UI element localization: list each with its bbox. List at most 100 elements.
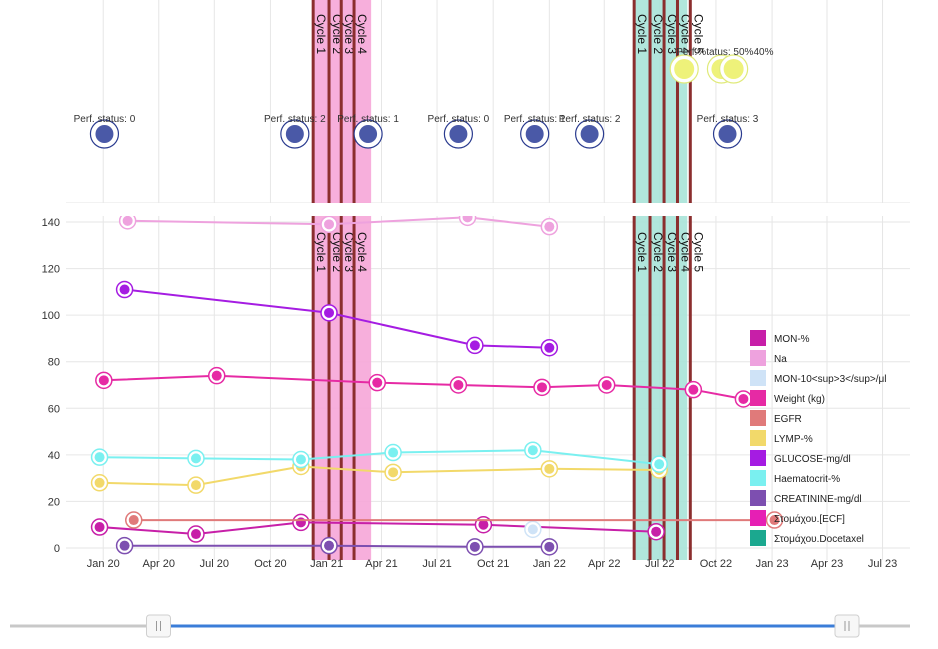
data-point xyxy=(128,515,139,526)
x-tick-label: Jan 20 xyxy=(87,558,120,570)
perf-status-point xyxy=(449,125,468,143)
cycle-label-top: Cycle 5 xyxy=(691,14,705,54)
x-tick-label: Apr 23 xyxy=(811,558,843,570)
legend-label: Στομάχου.[ECF] xyxy=(774,513,845,525)
data-point xyxy=(738,393,749,404)
data-point xyxy=(544,541,555,552)
y-tick-label: 20 xyxy=(48,496,60,508)
legend-swatch xyxy=(750,450,766,466)
data-point xyxy=(295,454,306,465)
series-line xyxy=(103,374,744,400)
perf-status-point xyxy=(359,125,378,143)
data-point xyxy=(453,380,464,390)
series-line xyxy=(99,465,660,487)
data-point xyxy=(469,340,480,351)
x-tick-label: Apr 20 xyxy=(143,558,175,570)
y-tick-label: 140 xyxy=(42,217,60,229)
data-point xyxy=(190,529,201,540)
legend-label: Στομάχου.Docetaxel xyxy=(774,533,864,545)
y-tick-label: 80 xyxy=(48,357,60,369)
legend: MON-% Na MON-10<sup>3</sup>/μl Weight (kg) E… xyxy=(750,330,887,546)
slider-handle[interactable] xyxy=(834,614,860,638)
data-point xyxy=(544,342,555,353)
legend-swatch xyxy=(750,370,766,386)
data-point xyxy=(122,216,133,226)
legend-swatch xyxy=(750,530,766,546)
data-point xyxy=(94,477,105,488)
x-tick-label: Oct 21 xyxy=(477,558,509,570)
x-tick-label: Jan 23 xyxy=(756,558,789,570)
x-tick-label: Jul 23 xyxy=(868,558,897,570)
x-tick-label: Jan 22 xyxy=(533,558,566,570)
legend-label: GLUCOSE-mg/dl xyxy=(774,454,851,465)
legend-label: Na xyxy=(774,354,787,365)
data-point xyxy=(324,540,335,551)
x-tick-label: Oct 22 xyxy=(700,558,732,570)
legend-label: CREATININE-mg/dl xyxy=(774,494,862,505)
treatment-bands xyxy=(313,0,688,560)
perf-status-point xyxy=(285,125,304,143)
data-point xyxy=(119,540,130,551)
data-point xyxy=(527,445,538,456)
legend-label: Weight (kg) xyxy=(774,394,825,405)
data-point xyxy=(372,377,383,388)
perf-status-point xyxy=(580,125,599,143)
data-point xyxy=(324,307,335,318)
legend-swatch xyxy=(750,410,766,426)
legend-label: MON-10<sup>3</sup>/μl xyxy=(774,374,887,385)
x-tick-label: Apr 22 xyxy=(588,558,620,570)
cycle-label-main: Cycle 3 xyxy=(665,232,679,272)
x-tick-label: Oct 20 xyxy=(254,558,286,570)
legend-label: LYMP-% xyxy=(774,434,813,445)
x-tick-label: Apr 21 xyxy=(365,558,397,570)
legend-swatch xyxy=(750,390,766,406)
x-tick-label: Jan 21 xyxy=(310,558,343,570)
data-point xyxy=(544,221,555,232)
perf-percent-label: Perf.%tatus: 50%40% xyxy=(676,47,773,58)
legend-swatch xyxy=(750,330,766,346)
perf-status-point xyxy=(525,125,544,143)
cycle-label-top: Cycle 4 xyxy=(355,14,369,54)
data-point xyxy=(211,370,222,381)
data-point xyxy=(388,467,399,478)
cycle-label-top: Cycle 1 xyxy=(314,14,328,54)
data-point xyxy=(388,447,399,458)
cycle-label-top: Cycle 2 xyxy=(651,14,665,54)
slider-handle[interactable] xyxy=(146,614,171,638)
series-line xyxy=(99,521,657,536)
legend-swatch xyxy=(750,470,766,486)
perf-status-label: Perf. status: 0 xyxy=(428,114,490,125)
x-tick-label: Jul 21 xyxy=(422,558,451,570)
range-slider[interactable] xyxy=(10,614,910,638)
series-layer xyxy=(90,216,784,556)
perf-status-point xyxy=(718,125,737,143)
perf-status-label: Perf. status: 1 xyxy=(337,114,399,125)
series-line xyxy=(99,449,660,466)
data-point xyxy=(295,517,306,528)
series-line xyxy=(124,544,550,548)
perf-percent-point xyxy=(674,59,695,79)
cycle-label-main: Cycle 5 xyxy=(691,232,705,272)
y-tick-label: 100 xyxy=(42,310,60,322)
data-point xyxy=(527,524,538,535)
legend-swatch xyxy=(750,350,766,366)
series-line xyxy=(127,216,550,228)
legend-label: MON-% xyxy=(774,334,810,345)
perf-status-point xyxy=(95,125,114,143)
x-tick-label: Jul 20 xyxy=(200,558,229,570)
legend-label: Haematocrit-% xyxy=(774,474,840,485)
data-point xyxy=(478,519,489,530)
legend-swatch xyxy=(750,430,766,446)
cycle-label-main: Cycle 4 xyxy=(355,232,369,272)
data-point xyxy=(98,375,109,386)
perf-status-label: Perf. status: 2 xyxy=(559,114,621,125)
cycle-label-main: Cycle 2 xyxy=(651,232,665,272)
data-point xyxy=(324,219,335,230)
y-tick-label: 60 xyxy=(48,403,60,415)
data-point xyxy=(469,541,480,552)
legend-swatch xyxy=(750,510,766,526)
perf-status-label: Perf. status: 2 xyxy=(264,114,326,125)
data-point xyxy=(190,453,201,464)
y-tick-label: 40 xyxy=(48,450,60,462)
